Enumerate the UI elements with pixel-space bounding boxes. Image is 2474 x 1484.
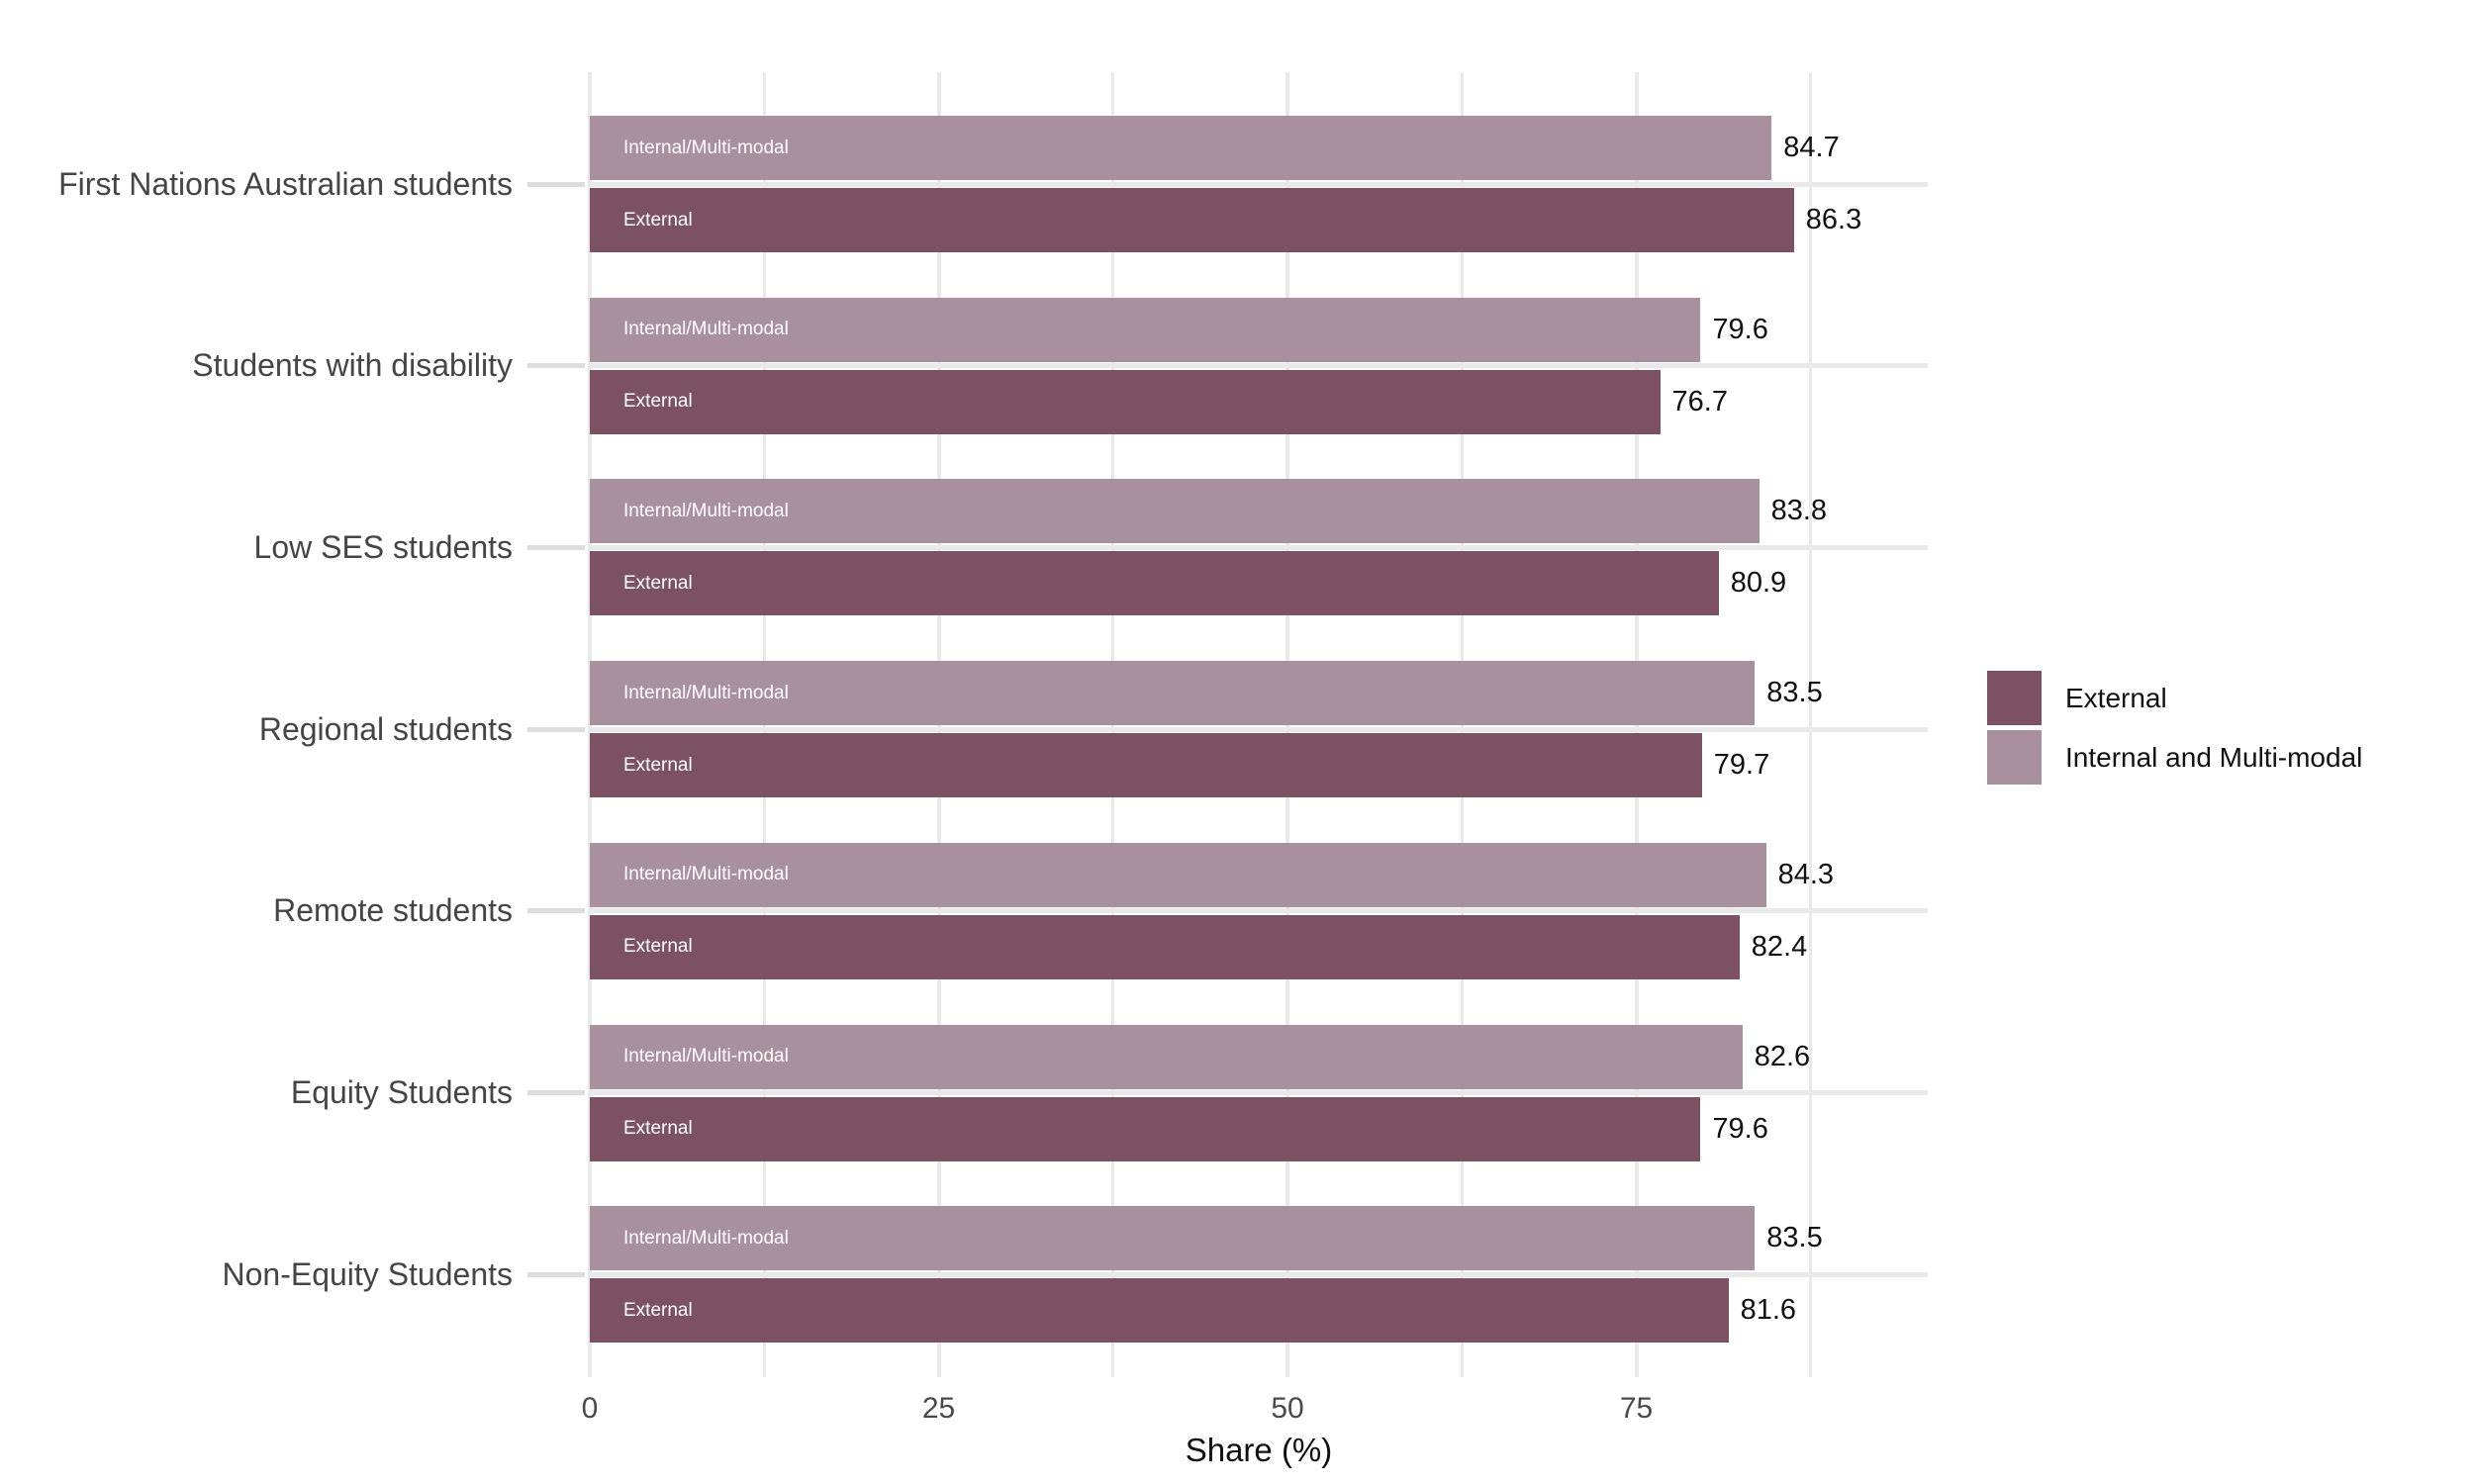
value-label: 82.6 [1754, 1040, 1811, 1072]
bar-inner-label: External [623, 1118, 693, 1139]
bar-internal-multimodal: Internal/Multi-modal [590, 479, 1760, 544]
bar-internal-multimodal: Internal/Multi-modal [590, 842, 1766, 907]
category-label: Remote students [273, 892, 513, 929]
bar-inner-label: Internal/Multi-modal [623, 319, 789, 340]
bar-external: External [590, 188, 1794, 252]
value-label: 82.4 [1751, 930, 1808, 963]
category-label: Non-Equity Students [222, 1255, 514, 1292]
category-label: First Nations Australian students [58, 165, 513, 202]
bar-external: External [590, 551, 1719, 616]
bar-external: External [590, 369, 1661, 434]
bar-external: External [590, 1096, 1701, 1161]
value-label: 83.8 [1770, 495, 1828, 527]
bar-inner-label: External [623, 754, 693, 776]
legend-entry: Internal and Multi-modal [1987, 730, 2362, 785]
bar-external: External [590, 914, 1740, 979]
gridline-horizontal [590, 726, 1928, 732]
x-axis-title: Share (%) [1185, 1432, 1333, 1468]
bar-inner-label: External [623, 1299, 693, 1321]
bar-external: External [590, 1278, 1729, 1344]
bar-inner-label: External [623, 391, 693, 413]
bar-internal-multimodal: Internal/Multi-modal [590, 297, 1701, 362]
y-tick-mark [527, 181, 585, 187]
x-tick-label: 0 [581, 1392, 599, 1425]
legend-entry: External [1987, 671, 2362, 725]
y-tick-mark [527, 908, 585, 914]
category-label: Students with disability [192, 347, 513, 384]
x-tick-label: 75 [1619, 1392, 1654, 1425]
legend: External Internal and Multi-modal [1987, 671, 2362, 785]
gridline-horizontal [590, 181, 1928, 187]
gridline-horizontal [590, 1090, 1928, 1095]
y-tick-mark [527, 544, 585, 550]
bar-inner-label: Internal/Multi-modal [623, 137, 789, 158]
gridline-horizontal [590, 908, 1928, 914]
bar-inner-label: External [623, 209, 693, 231]
plot-panel: Internal/Multi-modal 84.7 Internal/Multi-m… [588, 72, 1928, 1377]
value-label: 80.9 [1730, 567, 1787, 600]
category-label: Regional students [258, 710, 513, 747]
bar-internal-multimodal: Internal/Multi-modal [590, 116, 1772, 180]
value-label: 86.3 [1805, 204, 1862, 235]
category-label: Equity Students [290, 1074, 513, 1110]
legend-label: Internal and Multi-modal [2065, 741, 2363, 773]
legend-swatch [1987, 730, 2042, 785]
value-label: 84.3 [1777, 858, 1835, 890]
value-label: 79.6 [1712, 313, 1768, 345]
legend-label: External [2065, 682, 2167, 713]
x-tick-label: 25 [921, 1392, 956, 1425]
bar-external: External [590, 733, 1702, 798]
x-tick-label: 50 [1271, 1392, 1304, 1425]
bar-inner-label: Internal/Multi-modal [623, 682, 789, 703]
value-label: 79.7 [1713, 749, 1770, 782]
y-tick-mark [527, 726, 585, 732]
value-label: 76.7 [1671, 385, 1728, 417]
gridline-horizontal [590, 1271, 1928, 1277]
bar-internal-multimodal: Internal/Multi-modal [590, 1206, 1756, 1271]
gridline-horizontal [590, 544, 1928, 550]
y-tick-mark [527, 1271, 585, 1277]
value-label: 83.5 [1766, 1222, 1823, 1254]
value-label: 81.6 [1740, 1294, 1797, 1327]
bar-inner-label: External [623, 572, 693, 594]
value-label: 83.5 [1766, 677, 1823, 709]
bar-inner-label: Internal/Multi-modal [623, 1046, 789, 1067]
bar-internal-multimodal: Internal/Multi-modal [590, 1024, 1743, 1089]
gridline-vertical-minor [1809, 72, 1813, 1377]
bar-inner-label: External [623, 936, 693, 958]
gridline-horizontal [590, 363, 1928, 369]
bar-inner-label: Internal/Multi-modal [623, 864, 789, 885]
y-tick-mark [527, 1090, 585, 1095]
value-label: 79.6 [1712, 1112, 1768, 1145]
y-tick-mark [527, 363, 585, 369]
category-label: Low SES students [253, 528, 513, 565]
legend-swatch [1987, 671, 2042, 725]
bar-internal-multimodal: Internal/Multi-modal [590, 661, 1756, 726]
bar-inner-label: Internal/Multi-modal [623, 500, 789, 521]
bar-inner-label: Internal/Multi-modal [623, 1227, 789, 1249]
value-label: 84.7 [1783, 132, 1840, 163]
